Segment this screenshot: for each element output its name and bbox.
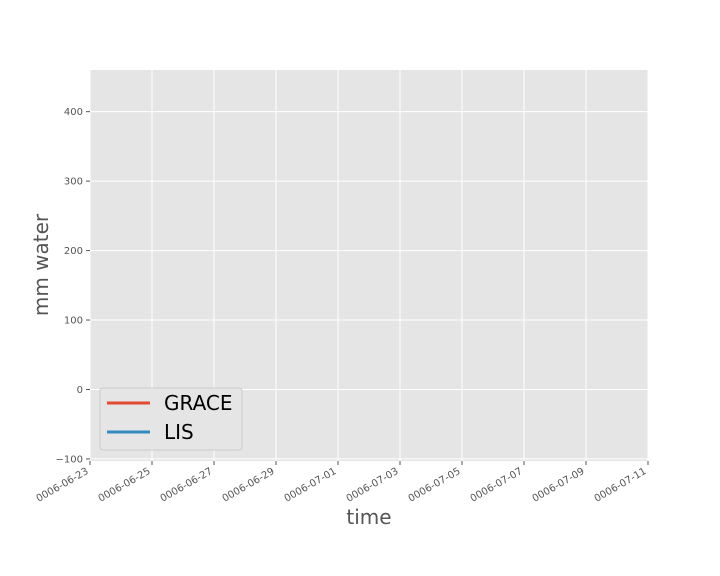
x-tick-label: 0006-07-09 xyxy=(531,466,587,505)
y-tick-label: 0 xyxy=(77,385,83,396)
x-tick-label: 0006-07-05 xyxy=(407,466,463,505)
x-axis-label: time xyxy=(346,505,391,529)
x-tick-label: 0006-06-27 xyxy=(159,466,215,505)
legend: GRACE LIS xyxy=(99,387,243,451)
y-tick-label: 100 xyxy=(64,316,83,327)
x-tick-label: 0006-06-23 xyxy=(35,466,91,505)
x-tick-label: 0006-07-03 xyxy=(345,466,401,505)
x-tick-label: 0006-06-25 xyxy=(97,466,153,505)
y-tick-label: 200 xyxy=(64,246,83,257)
x-tick-label: 0006-07-11 xyxy=(593,466,649,505)
y-tick-label: 400 xyxy=(64,107,83,118)
y-tick-label: 300 xyxy=(64,177,83,188)
x-tick-label: 0006-07-07 xyxy=(469,466,525,505)
y-axis-label: mm water xyxy=(29,213,53,316)
x-tick-label: 0006-07-01 xyxy=(283,466,339,505)
y-tick-label: −100 xyxy=(56,454,83,465)
grid-lines xyxy=(89,70,649,461)
legend-label-lis: LIS xyxy=(164,420,194,444)
legend-label-grace: GRACE xyxy=(164,391,233,415)
x-tick-label: 0006-06-29 xyxy=(221,466,277,505)
